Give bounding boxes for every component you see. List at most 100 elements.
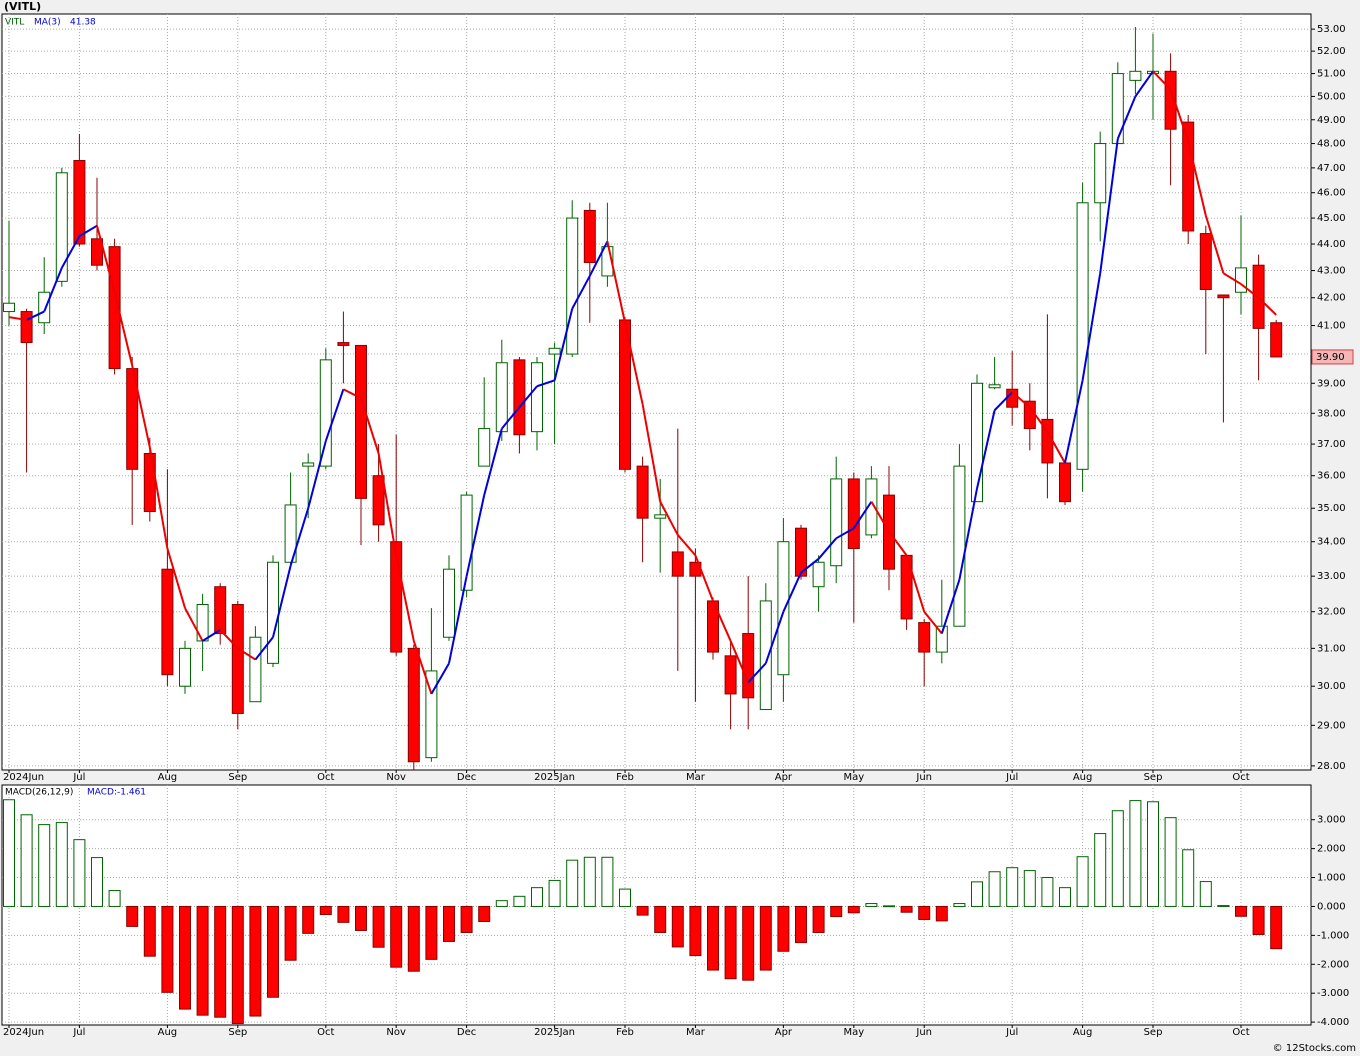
bar xyxy=(865,903,878,907)
candle-body xyxy=(918,622,931,653)
bar xyxy=(91,857,103,907)
bar xyxy=(795,905,807,944)
bar xyxy=(249,905,262,1017)
ma-segment xyxy=(518,385,538,408)
ma-segment xyxy=(1240,283,1260,299)
candle-body xyxy=(443,568,455,638)
candle-body xyxy=(3,302,15,313)
bar xyxy=(161,905,174,993)
ma-segment xyxy=(729,640,750,683)
ma-segment xyxy=(465,494,486,577)
bar xyxy=(935,905,948,922)
y-tick-label: 30.00 xyxy=(1317,681,1346,692)
ma-segment xyxy=(536,379,555,388)
candle-body xyxy=(214,586,227,635)
bar xyxy=(883,905,895,908)
ma-segment xyxy=(43,267,63,312)
footer: © 12Stocks.com xyxy=(1273,1043,1356,1054)
bar xyxy=(636,905,649,916)
bar xyxy=(601,856,614,907)
candle-body xyxy=(601,246,614,277)
bar xyxy=(830,905,843,918)
ma-segment xyxy=(1134,70,1154,97)
candle-body xyxy=(830,478,843,567)
bar xyxy=(742,905,755,981)
x-tick-label: Mar xyxy=(686,772,706,783)
candle-body xyxy=(988,384,1001,389)
y-tick-label: 43.00 xyxy=(1317,266,1346,277)
candle-body xyxy=(935,625,948,653)
bar xyxy=(619,888,631,907)
bar xyxy=(513,895,526,907)
candle-body xyxy=(337,342,350,346)
bar xyxy=(1252,905,1265,935)
ma-segment xyxy=(624,322,644,405)
bar xyxy=(671,905,684,948)
y-tick-label: 33.00 xyxy=(1317,571,1346,582)
y-tick-label: -4.000 xyxy=(1317,1017,1349,1028)
ma-segment xyxy=(712,600,732,642)
candle-body xyxy=(1235,267,1247,293)
y-tick-label: 35.00 xyxy=(1317,503,1346,514)
last-price-label: 39.90 xyxy=(1316,352,1345,363)
y-tick-label: -3.000 xyxy=(1317,988,1349,999)
bar xyxy=(284,905,297,961)
y-tick-label: 44.00 xyxy=(1317,239,1346,250)
candle-body xyxy=(812,561,825,588)
ma-segment xyxy=(501,406,521,430)
candle-body xyxy=(38,291,51,324)
bar xyxy=(566,859,579,907)
ma-segment xyxy=(940,579,961,634)
bar xyxy=(707,905,719,971)
y-tick-label: 31.00 xyxy=(1317,643,1346,654)
x-tick-label: Dec xyxy=(457,1027,476,1038)
ma-segment xyxy=(377,453,398,556)
ma-segment xyxy=(588,240,609,277)
ma-segment xyxy=(993,391,1013,411)
ma-segment xyxy=(1064,380,1084,464)
bar xyxy=(847,905,860,914)
candle-body xyxy=(267,561,279,664)
bar xyxy=(1094,833,1107,907)
candle-body xyxy=(407,647,420,763)
bar xyxy=(1129,800,1142,907)
bar xyxy=(1199,881,1212,907)
x-tick-label: Sep xyxy=(1144,772,1163,783)
x-tick-label: May xyxy=(843,1027,864,1038)
candle-body xyxy=(865,478,878,536)
y-tick-label: 34.00 xyxy=(1317,537,1346,548)
legend-ma: MA(3) xyxy=(34,18,61,28)
candle-body xyxy=(425,670,438,759)
ma-segment xyxy=(8,316,27,321)
ma-segment xyxy=(1099,138,1119,274)
x-tick-label: Apr xyxy=(775,1027,793,1038)
candle-body xyxy=(249,636,262,703)
legend-ma-value: 41.38 xyxy=(70,18,96,28)
candle-body xyxy=(759,600,772,711)
x-tick-label: Aug xyxy=(1073,1027,1093,1038)
ma-segment xyxy=(1152,70,1172,91)
candle-body xyxy=(724,655,737,695)
ma-segment xyxy=(1046,431,1066,464)
ma-segment xyxy=(782,572,802,613)
ma-segment xyxy=(835,527,855,540)
ma-segment xyxy=(395,555,415,642)
y-tick-label: 42.00 xyxy=(1317,293,1346,304)
x-tick-label: 2024Jun xyxy=(3,1027,44,1038)
bar xyxy=(918,905,931,920)
candle-body xyxy=(953,465,966,627)
y-tick-label: 51.00 xyxy=(1317,69,1346,80)
bar xyxy=(126,905,139,927)
x-tick-label: Sep xyxy=(228,1027,247,1038)
last-price-tag xyxy=(1311,349,1354,365)
x-tick-label: Nov xyxy=(386,1027,406,1038)
candle-body xyxy=(302,462,315,467)
bar xyxy=(443,905,455,942)
bar xyxy=(20,814,33,907)
bar xyxy=(231,905,244,1025)
ma-segment xyxy=(483,428,503,496)
candle-body xyxy=(513,359,526,436)
ma-segment xyxy=(202,629,221,642)
bar xyxy=(812,905,825,933)
ma-segment xyxy=(1204,215,1225,274)
